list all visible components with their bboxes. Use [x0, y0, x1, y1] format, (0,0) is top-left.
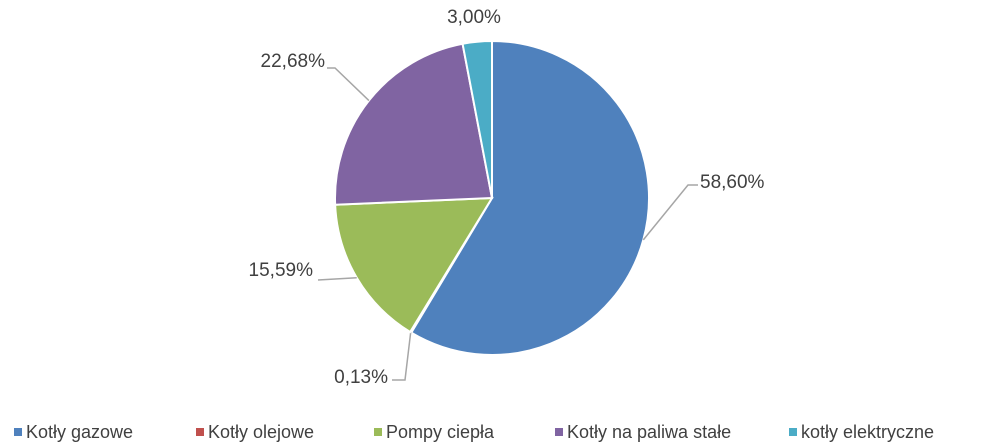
- data-label: 3,00%: [447, 7, 501, 28]
- legend-label: Pompy ciepła: [386, 422, 495, 442]
- legend-swatch: [555, 428, 563, 436]
- data-label: 58,60%: [700, 172, 765, 193]
- legend-swatch: [196, 428, 204, 436]
- legend-label: Kotły na paliwa stałe: [567, 422, 731, 442]
- pie-slice: [409, 39, 650, 356]
- leader-line: [327, 67, 370, 102]
- legend-swatch: [14, 428, 22, 436]
- legend-label: Kotły olejowe: [208, 422, 314, 442]
- legend-label: kotły elektryczne: [801, 422, 934, 442]
- data-label: 15,59%: [249, 260, 314, 281]
- legend-swatch: [374, 428, 382, 436]
- legend-label: Kotły gazowe: [26, 422, 133, 442]
- pie-slice: [334, 196, 494, 334]
- data-label: 22,68%: [261, 51, 326, 72]
- data-label: 0,13%: [334, 367, 388, 388]
- pie-slice: [461, 39, 493, 199]
- legend-swatch: [789, 428, 797, 436]
- leader-line: [392, 332, 412, 381]
- leader-line: [642, 184, 698, 241]
- leader-line: [317, 276, 357, 281]
